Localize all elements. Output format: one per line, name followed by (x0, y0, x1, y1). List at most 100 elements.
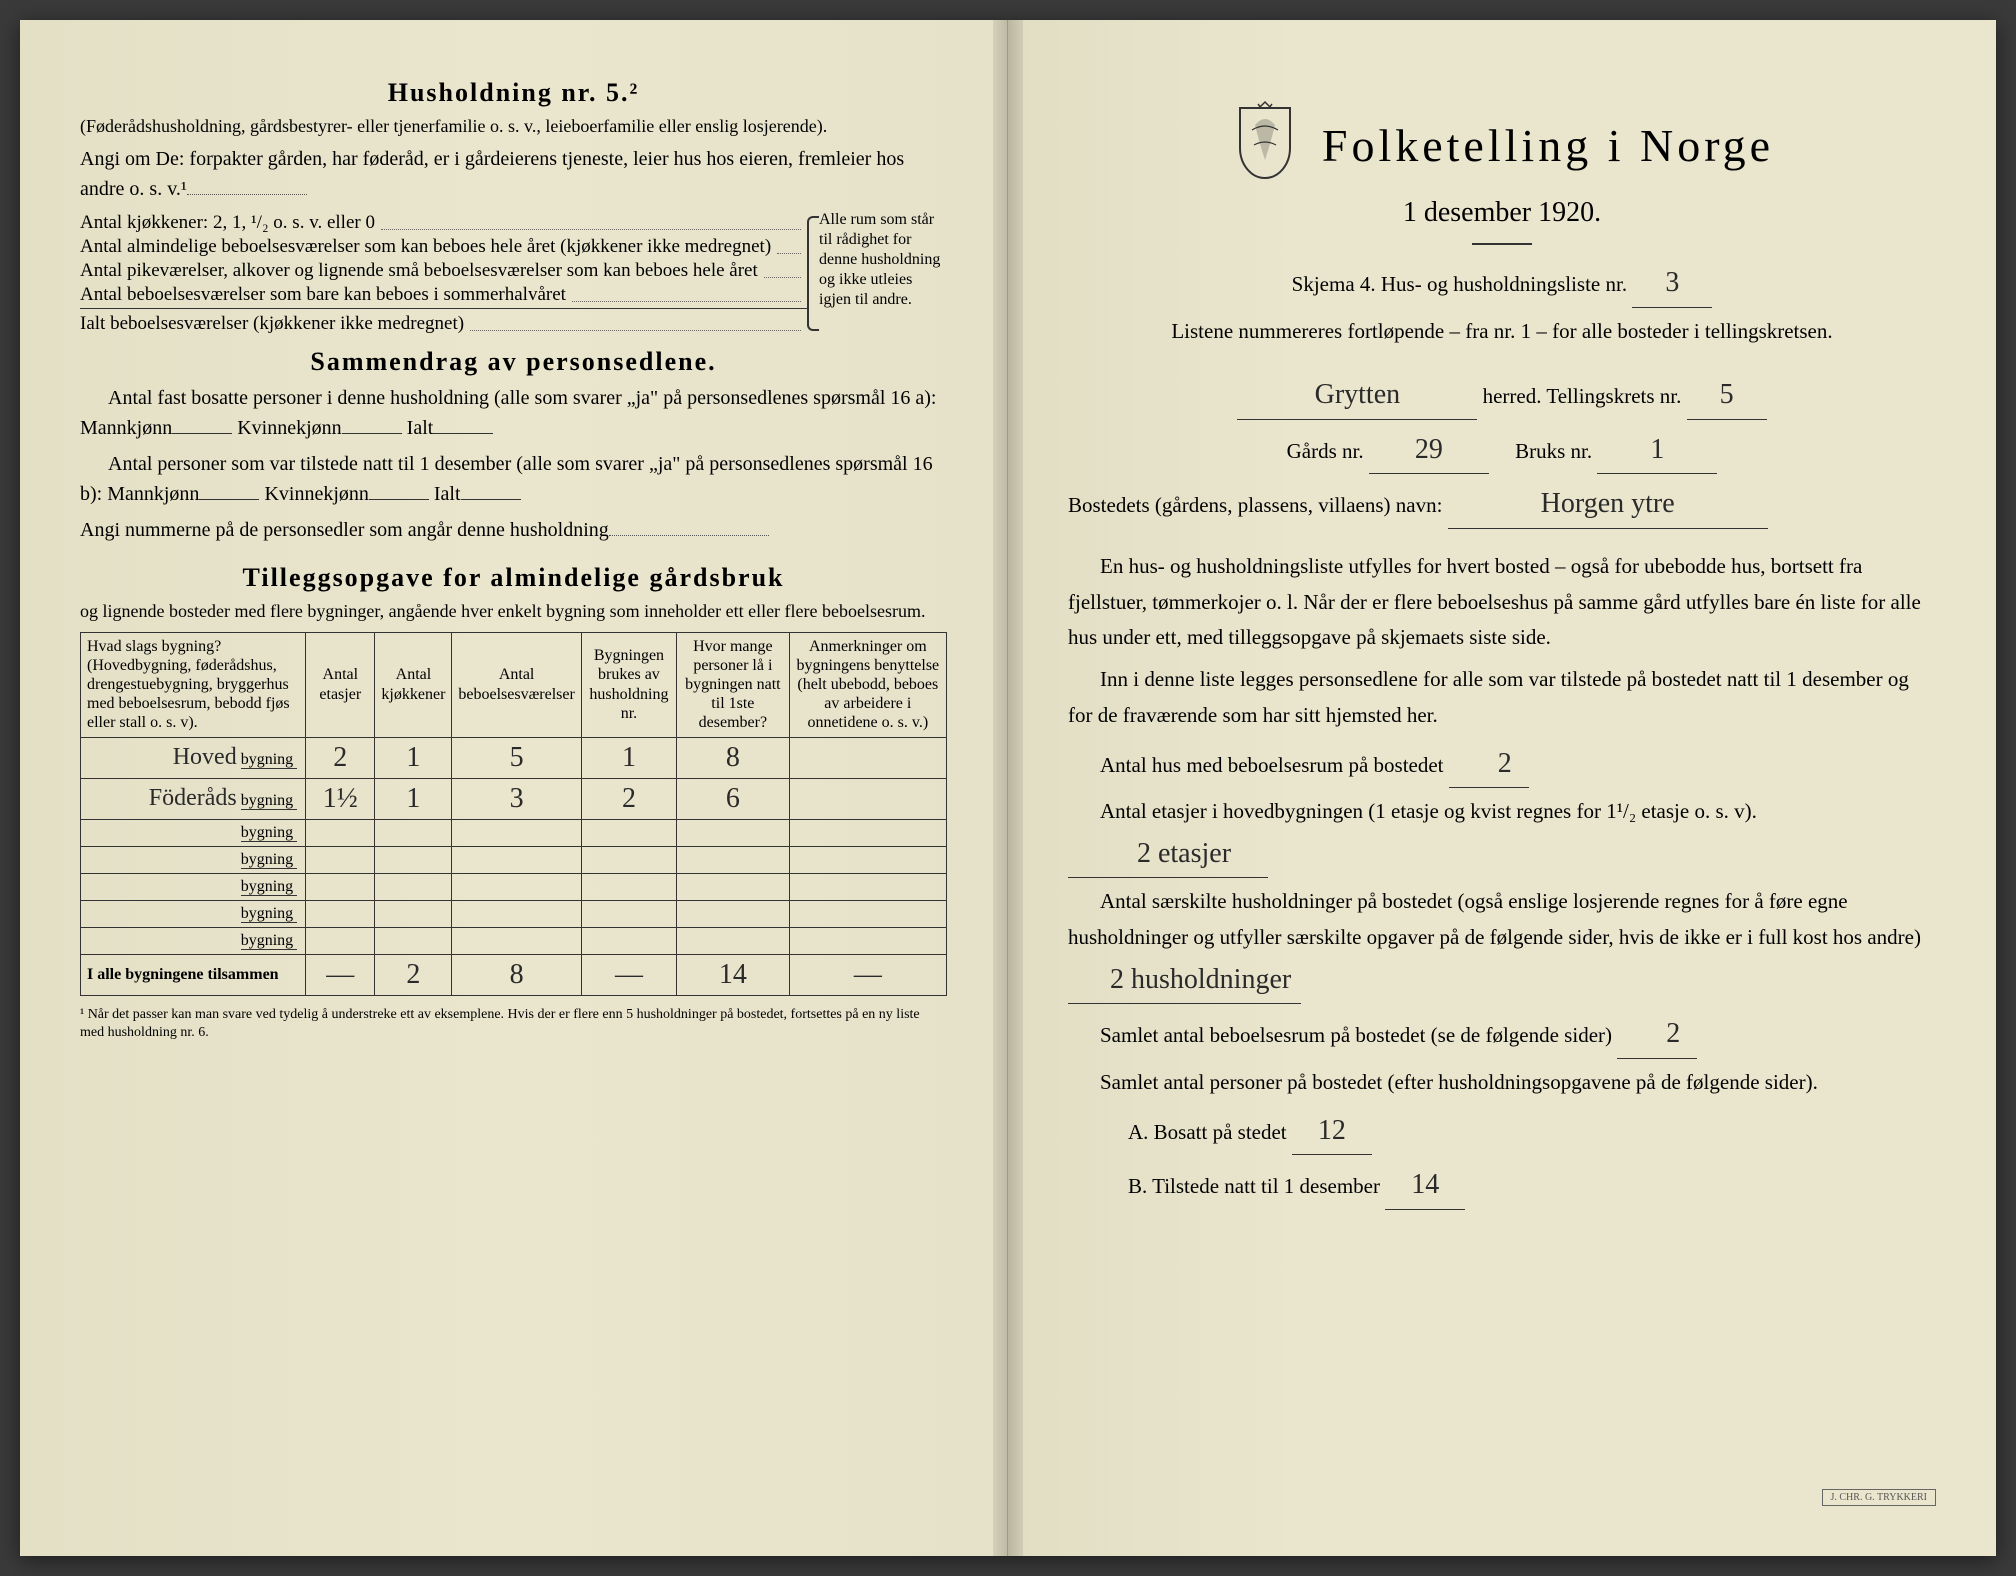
table-cell (789, 873, 946, 900)
row-label: bygning (81, 873, 306, 900)
table-cell (452, 927, 581, 954)
table-row: bygning (81, 873, 947, 900)
sec2-line2: Antal personer som var tilstede natt til… (80, 449, 947, 509)
table-cell (452, 873, 581, 900)
table-cell (789, 737, 946, 778)
table-cell: 1½ (306, 778, 375, 819)
table-row: Föderåds bygning1½1326 (81, 778, 947, 819)
herred-line: Grytten herred. Tellingskrets nr. 5 (1068, 371, 1936, 420)
right-page: Folketelling i Norge 1 desember 1920. Sk… (1008, 20, 1996, 1556)
table-cell: 6 (677, 778, 790, 819)
qA-value: 12 (1292, 1107, 1372, 1156)
th-4: Bygningen brukes av husholdning nr. (581, 632, 676, 737)
th-0: Hvad slags bygning? (Hovedbygning, føder… (81, 632, 306, 737)
qA: A. Bosatt på stedet 12 (1128, 1107, 1936, 1156)
row-label: Hoved bygning (81, 737, 306, 778)
th-1: Antal etasjer (306, 632, 375, 737)
tot-3: — (581, 954, 676, 995)
table-cell (581, 819, 676, 846)
q3: Antal særskilte husholdninger på bostede… (1068, 884, 1936, 1004)
table-cell (581, 846, 676, 873)
room-row-1: Antal almindelige beboelsesværelser som … (80, 236, 807, 258)
table-cell: 1 (581, 737, 676, 778)
table-cell (452, 819, 581, 846)
row-label: bygning (81, 846, 306, 873)
brace-note: Alle rum som står til rådighet for denne… (807, 210, 947, 337)
table-cell (677, 900, 790, 927)
table-cell: 2 (581, 778, 676, 819)
gards-line: Gårds nr. 29 Bruks nr. 1 (1068, 426, 1936, 475)
q4-value: 2 (1617, 1010, 1697, 1059)
qB: B. Tilstede natt til 1 desember 14 (1128, 1161, 1936, 1210)
th-6: Anmerkninger om bygningens benyttelse (h… (789, 632, 946, 737)
bosted-value: Horgen ytre (1448, 480, 1768, 529)
table-cell (375, 819, 452, 846)
total-label: I alle bygningene tilsammen (81, 954, 306, 995)
table-header-row: Hvad slags bygning? (Hovedbygning, føder… (81, 632, 947, 737)
room-block: Antal kjøkkener: 2, 1, ¹/₂ o. s. v. elle… (80, 210, 947, 337)
table-cell: 1 (375, 737, 452, 778)
table-cell (677, 846, 790, 873)
q4: Samlet antal beboelsesrum på bostedet (s… (1068, 1010, 1936, 1059)
table-cell (306, 900, 375, 927)
room-row-3: Antal beboelsesværelser som bare kan beb… (80, 284, 807, 306)
th-2: Antal kjøkkener (375, 632, 452, 737)
table-row: bygning (81, 846, 947, 873)
table-cell: 3 (452, 778, 581, 819)
q2: Antal etasjer i hovedbygningen (1 etasje… (1068, 794, 1936, 878)
table-cell: 8 (677, 737, 790, 778)
main-title: Folketelling i Norge (1322, 119, 1774, 172)
table-cell (789, 927, 946, 954)
building-table: Hvad slags bygning? (Hovedbygning, føder… (80, 632, 947, 996)
para2: Inn i denne liste legges personsedlene f… (1068, 662, 1936, 733)
bruks-value: 1 (1597, 426, 1717, 475)
krets-value: 5 (1687, 371, 1767, 420)
tot-0: — (306, 954, 375, 995)
sec2-line1: Antal fast bosatte personer i denne hush… (80, 383, 947, 443)
sec3-heading: Tilleggsopgave for almindelige gårdsbruk (80, 563, 947, 593)
footnote: ¹ Når det passer kan man svare ved tydel… (80, 1006, 947, 1042)
date-line: 1 desember 1920. (1068, 197, 1936, 229)
row-label: bygning (81, 927, 306, 954)
table-row: bygning (81, 819, 947, 846)
coat-of-arms-icon (1230, 100, 1300, 191)
table-cell: 5 (452, 737, 581, 778)
table-cell: 2 (306, 737, 375, 778)
table-cell (452, 900, 581, 927)
qB-value: 14 (1385, 1161, 1465, 1210)
bosted-line: Bostedets (gårdens, plassens, villaens) … (1068, 480, 1936, 529)
table-cell (581, 873, 676, 900)
skjema-line: Skjema 4. Hus- og husholdningsliste nr. … (1068, 259, 1936, 308)
table-cell (306, 846, 375, 873)
left-heading: Husholdning nr. 5.² (80, 78, 947, 108)
q5: Samlet antal personer på bostedet (efter… (1068, 1065, 1936, 1101)
table-cell (306, 819, 375, 846)
table-cell (375, 846, 452, 873)
table-cell (581, 927, 676, 954)
sec2-heading: Sammendrag av personsedlene. (80, 347, 947, 377)
right-header: Folketelling i Norge 1 desember 1920. (1068, 100, 1936, 245)
table-row: Hoved bygning21518 (81, 737, 947, 778)
room-row-0: Antal kjøkkener: 2, 1, ¹/₂ o. s. v. elle… (80, 212, 807, 234)
gards-value: 29 (1369, 426, 1489, 475)
tot-4: 14 (677, 954, 790, 995)
table-cell (677, 819, 790, 846)
q2-value: 2 etasjer (1068, 830, 1268, 879)
intro-angi: Angi om De: forpakter gården, har føderå… (80, 144, 947, 204)
printer-stamp: J. CHR. G. TRYKKERI (1822, 1489, 1937, 1506)
table-cell (789, 846, 946, 873)
herred-value: Grytten (1237, 371, 1477, 420)
table-cell (375, 900, 452, 927)
table-cell: 1 (375, 778, 452, 819)
tot-1: 2 (375, 954, 452, 995)
divider-icon (1472, 243, 1532, 245)
table-cell (306, 927, 375, 954)
room-row-2: Antal pikeværelser, alkover og lignende … (80, 260, 807, 282)
table-cell (306, 873, 375, 900)
document-spread: Husholdning nr. 5.² (Føderådshusholdning… (20, 20, 1996, 1556)
row-label: bygning (81, 900, 306, 927)
room-row-4: Ialt beboelsesværelser (kjøkkener ikke m… (80, 308, 807, 335)
q1-value: 2 (1449, 740, 1529, 789)
sec2-line3: Angi nummerne på de personsedler som ang… (80, 515, 947, 545)
th-3: Antal beboelsesværelser (452, 632, 581, 737)
